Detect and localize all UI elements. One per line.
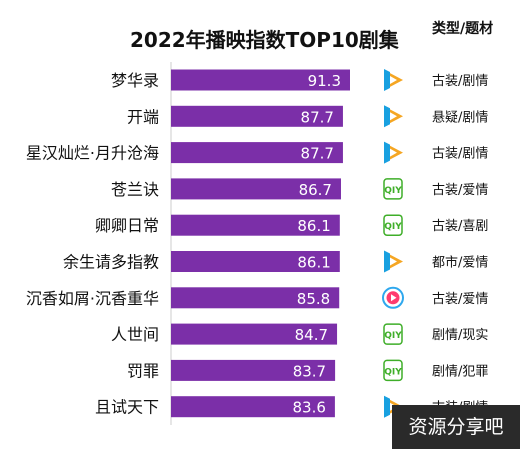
category-label: 罚罪 [127, 361, 159, 380]
value-label: 83.6 [292, 399, 325, 417]
tencent-video-icon [384, 250, 403, 273]
tencent-video-icon [384, 141, 403, 164]
bar [171, 69, 350, 91]
value-label: 91.3 [308, 72, 341, 90]
genre-label: 古装/剧情 [432, 74, 488, 89]
bar [171, 178, 341, 200]
value-label: 87.7 [301, 108, 334, 126]
bar [171, 396, 335, 418]
tencent-video-icon [384, 69, 403, 91]
category-label: 人世间 [111, 325, 159, 344]
youku-icon [382, 286, 404, 309]
genre-label: 剧情/现实 [432, 328, 488, 343]
genre-label: 古装/爱情 [432, 292, 488, 307]
category-label: 余生请多指教 [63, 253, 159, 272]
value-label: 86.1 [297, 217, 330, 235]
svg-text:QIY: QIY [384, 222, 402, 232]
bar [171, 359, 336, 381]
genre-label: 古装/爱情 [432, 183, 488, 198]
chart-title: 2022年播映指数TOP10剧集 [130, 28, 399, 52]
category-label: 苍兰诀 [111, 180, 159, 199]
watermark: 资源分享吧 [392, 405, 520, 449]
genre-label: 剧情/犯罪 [432, 364, 488, 379]
genre-column-header: 类型/题材 [432, 21, 494, 37]
genre-label: 都市/爱情 [432, 255, 488, 271]
genre-label: 悬疑/剧情 [432, 109, 488, 125]
category-label: 沉香如屑·沉香重华 [26, 289, 159, 308]
bar [171, 142, 343, 164]
category-label: 梦华录 [111, 71, 159, 90]
tencent-video-icon [384, 105, 403, 128]
bar [171, 323, 338, 345]
iqiyi-icon: QIY [383, 359, 403, 382]
bar [171, 287, 340, 309]
genre-label: 古装/剧情 [432, 147, 488, 162]
svg-text:QIY: QIY [384, 367, 402, 377]
bar [171, 105, 343, 127]
category-label: 星汉灿烂·月升沧海 [26, 144, 159, 163]
category-label: 卿卿日常 [95, 216, 159, 235]
iqiyi-icon: QIY [383, 214, 403, 236]
svg-text:QIY: QIY [384, 186, 402, 196]
value-label: 86.7 [299, 181, 332, 199]
svg-text:QIY: QIY [384, 331, 402, 341]
value-label: 84.7 [295, 326, 328, 344]
iqiyi-icon: QIY [383, 323, 403, 345]
value-label: 87.7 [301, 145, 334, 163]
iqiyi-icon: QIY [383, 178, 403, 200]
genre-label: 古装/喜剧 [432, 219, 488, 234]
category-label: 且试天下 [95, 398, 159, 417]
bar [171, 251, 340, 272]
value-label: 86.1 [297, 254, 330, 272]
category-label: 开端 [127, 107, 159, 126]
value-label: 83.7 [293, 362, 326, 380]
value-label: 85.8 [297, 290, 330, 308]
bar [171, 214, 340, 236]
